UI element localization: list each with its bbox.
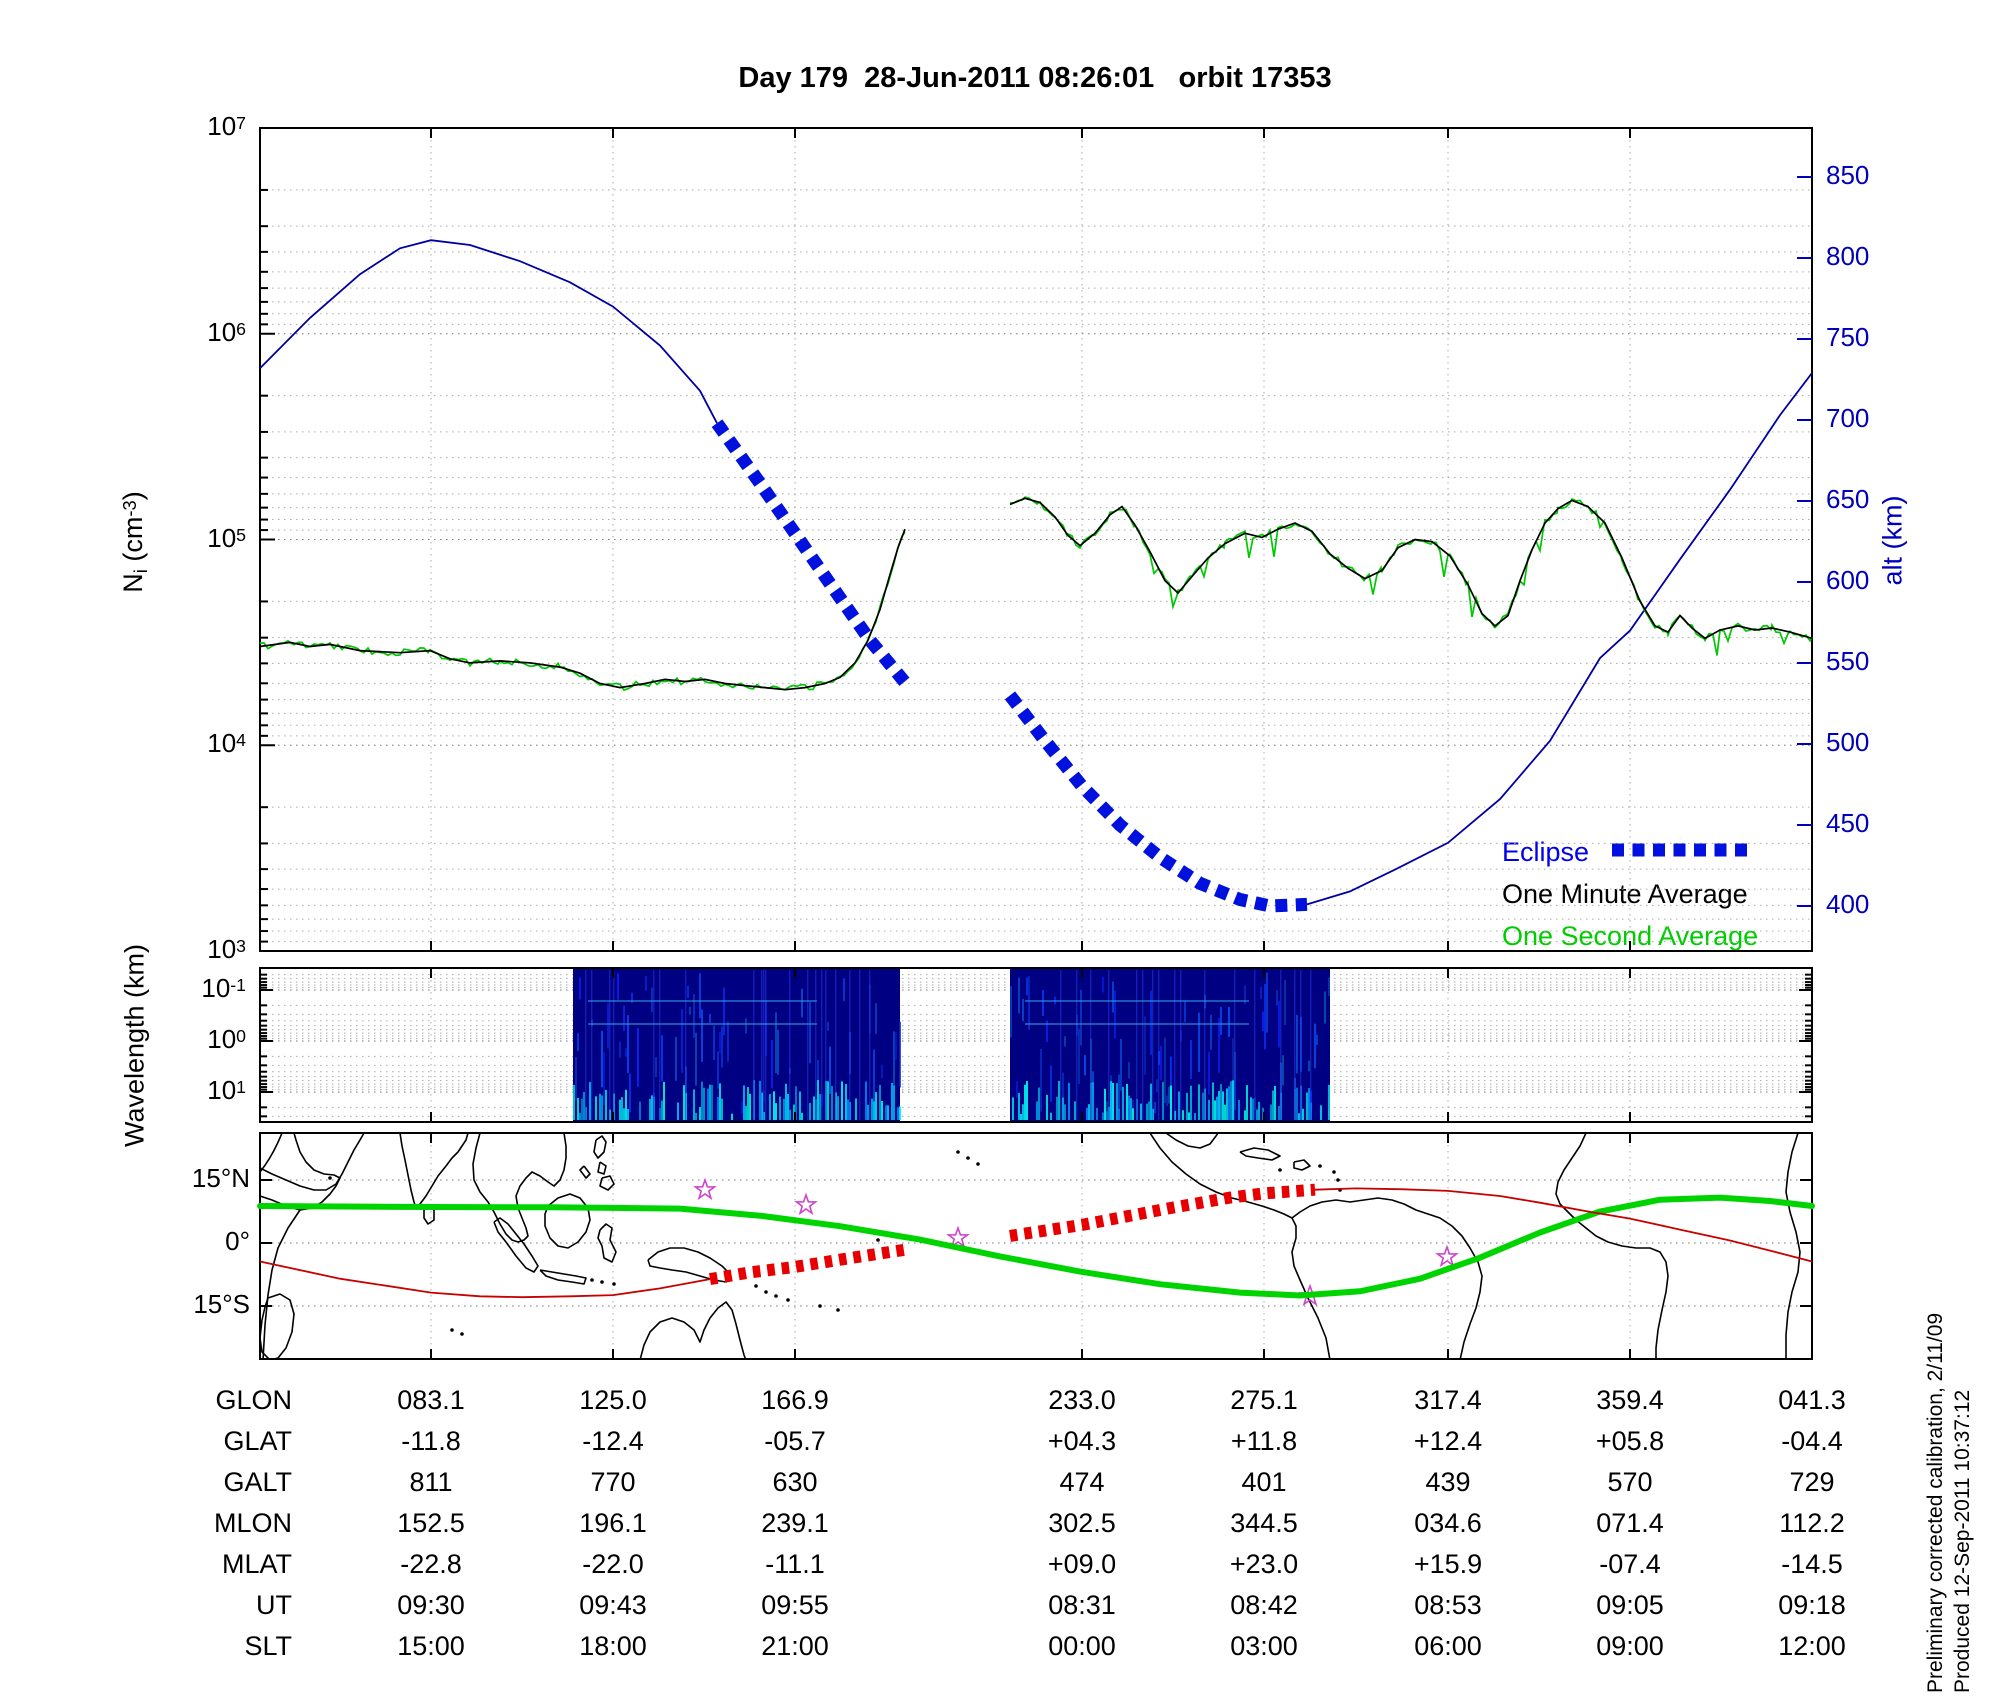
ni-tick-10e7: 107	[207, 111, 246, 141]
table-row-label-glon: GLON	[215, 1385, 292, 1415]
table-cell-glon-6: 359.4	[1596, 1385, 1664, 1415]
table-cell-glat-7: -04.4	[1781, 1426, 1843, 1456]
ground-station-star-icon	[946, 1225, 970, 1249]
table-cell-mlat-5: +15.9	[1413, 1549, 1483, 1579]
table-cell-ut-7: 09:18	[1778, 1590, 1846, 1620]
alt-tick-450: 450	[1826, 808, 1870, 838]
map-lat-label-15S: 15°S	[193, 1289, 250, 1319]
table-cell-slt-5: 06:00	[1414, 1631, 1482, 1661]
table-cell-ut-2: 09:55	[761, 1590, 829, 1620]
table-cell-glat-4: +11.8	[1230, 1426, 1298, 1456]
table-cell-glon-7: 041.3	[1778, 1385, 1846, 1415]
table-cell-mlon-2: 239.1	[761, 1508, 829, 1538]
table-cell-glat-6: +05.8	[1595, 1426, 1665, 1456]
wavelength-tick-10e-1: 10-1	[201, 973, 246, 1003]
table-cell-galt-6: 570	[1607, 1467, 1653, 1497]
table-cell-mlat-3: +09.0	[1047, 1549, 1117, 1579]
table-cell-mlat-2: -11.1	[765, 1549, 825, 1579]
map-lat-label-0: 0°	[225, 1226, 250, 1256]
table-cell-galt-2: 630	[772, 1467, 818, 1497]
table-cell-mlon-6: 071.4	[1596, 1508, 1664, 1538]
table-cell-slt-7: 12:00	[1778, 1631, 1846, 1661]
table-cell-mlat-6: -07.4	[1599, 1549, 1661, 1579]
table-cell-mlon-5: 034.6	[1414, 1508, 1482, 1538]
table-cell-mlat-7: -14.5	[1781, 1549, 1843, 1579]
table-cell-glat-2: -05.7	[764, 1426, 826, 1456]
table-cell-ut-5: 08:53	[1414, 1590, 1482, 1620]
table-cell-glat-5: +12.4	[1413, 1426, 1483, 1456]
legend-eclipse-label: Eclipse	[1502, 837, 1590, 867]
wavelength-tick-10e0: 100	[207, 1024, 246, 1054]
ground-station-star-icon	[1435, 1244, 1459, 1268]
table-cell-ut-6: 09:05	[1596, 1590, 1664, 1620]
table-cell-glat-0: -11.8	[401, 1426, 461, 1456]
world-map-panel	[260, 1133, 1801, 1359]
table-cell-glon-2: 166.9	[761, 1385, 829, 1415]
alt-tick-750: 750	[1826, 322, 1870, 352]
alt-tick-650: 650	[1826, 484, 1870, 514]
table-cell-mlon-0: 152.5	[397, 1508, 465, 1538]
alt-tick-800: 800	[1826, 241, 1870, 271]
table-cell-galt-3: 474	[1059, 1467, 1105, 1497]
alt-tick-850: 850	[1826, 160, 1870, 190]
table-cell-mlat-0: -22.8	[400, 1549, 462, 1579]
table-cell-galt-4: 401	[1241, 1467, 1287, 1497]
ni-tick-10e6: 106	[207, 316, 246, 347]
table-row-label-glat: GLAT	[223, 1426, 292, 1456]
table-cell-mlat-1: -22.0	[582, 1549, 644, 1579]
alt-tick-600: 600	[1826, 565, 1870, 595]
table-cell-mlon-1: 196.1	[579, 1508, 647, 1538]
table-cell-glat-1: -12.4	[582, 1426, 644, 1456]
table-cell-glon-3: 233.0	[1048, 1385, 1116, 1415]
alt-tick-500: 500	[1826, 727, 1870, 757]
table-cell-glon-1: 125.0	[579, 1385, 647, 1415]
ni-tick-10e3: 103	[207, 934, 246, 964]
table-cell-slt-3: 00:00	[1048, 1631, 1116, 1661]
table-cell-glon-0: 083.1	[397, 1385, 465, 1415]
table-row-label-slt: SLT	[244, 1631, 292, 1661]
table-cell-glat-3: +04.3	[1047, 1426, 1117, 1456]
table-row-label-mlat: MLAT	[221, 1549, 292, 1579]
ni-tick-10e4: 104	[207, 728, 246, 759]
table-cell-slt-1: 18:00	[579, 1631, 647, 1661]
table-cell-ut-1: 09:43	[579, 1590, 647, 1620]
table-cell-galt-0: 811	[409, 1467, 453, 1497]
table-cell-slt-0: 15:00	[397, 1631, 465, 1661]
table-cell-galt-7: 729	[1789, 1467, 1835, 1497]
alt-tick-550: 550	[1826, 646, 1870, 676]
table-cell-galt-1: 770	[590, 1467, 636, 1497]
page-title: Day 179 28-Jun-2011 08:26:01 orbit 17353	[738, 62, 1332, 94]
table-cell-mlon-4: 344.5	[1230, 1508, 1298, 1538]
map-lat-label-15N: 15°N	[191, 1163, 250, 1193]
alt-tick-700: 700	[1826, 403, 1870, 433]
table-cell-ut-3: 08:31	[1048, 1590, 1116, 1620]
table-cell-glon-4: 275.1	[1230, 1385, 1298, 1415]
wavelength-tick-10e1: 101	[207, 1075, 246, 1105]
table-cell-mlon-7: 112.2	[1779, 1508, 1845, 1538]
table-row-label-galt: GALT	[223, 1467, 292, 1497]
alt-tick-400: 400	[1826, 889, 1870, 919]
table-row-label-mlon: MLON	[213, 1508, 292, 1538]
table-cell-mlon-3: 302.5	[1048, 1508, 1116, 1538]
ni-tick-10e5: 105	[207, 522, 246, 553]
ground-station-star-icon	[693, 1177, 717, 1201]
table-cell-slt-2: 21:00	[761, 1631, 829, 1661]
legend-one-minute-label: One Minute Average	[1502, 879, 1748, 909]
table-cell-ut-0: 09:30	[397, 1590, 465, 1620]
table-cell-mlat-4: +23.0	[1229, 1549, 1299, 1579]
table-cell-galt-5: 439	[1425, 1467, 1471, 1497]
table-cell-slt-4: 03:00	[1230, 1631, 1298, 1661]
table-cell-slt-6: 09:00	[1596, 1631, 1664, 1661]
table-row-label-ut: UT	[256, 1590, 292, 1620]
table-cell-ut-4: 08:42	[1230, 1590, 1298, 1620]
ground-station-star-icon	[794, 1192, 818, 1216]
table-cell-glon-5: 317.4	[1414, 1385, 1482, 1415]
